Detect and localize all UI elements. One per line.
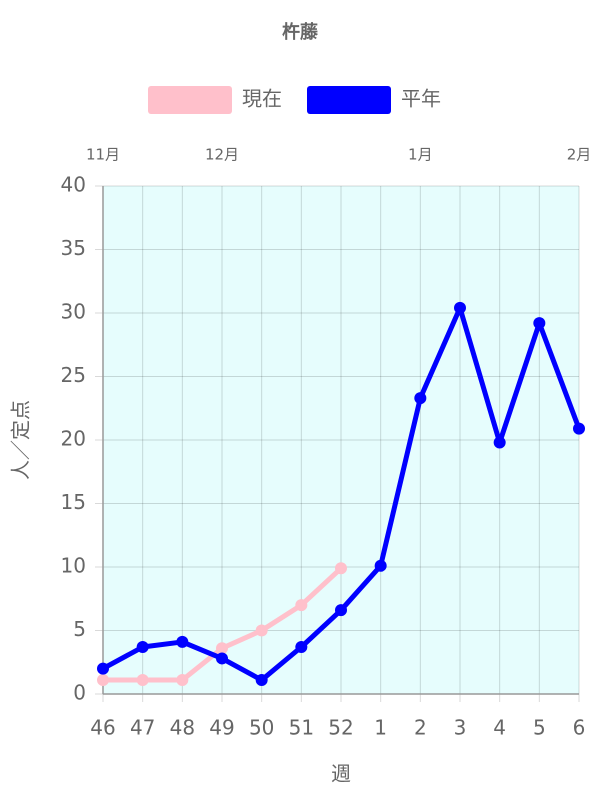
top-tick-label: 2月 bbox=[567, 146, 592, 164]
x-tick-label: 3 bbox=[454, 716, 467, 740]
x-tick-label: 1 bbox=[374, 716, 387, 740]
data-point bbox=[255, 624, 268, 637]
y-tick-label: 15 bbox=[61, 490, 86, 514]
x-tick-label: 52 bbox=[328, 716, 353, 740]
data-point bbox=[176, 635, 189, 648]
x-tick-label: 47 bbox=[130, 716, 155, 740]
x-axis-label: 週 bbox=[331, 762, 351, 786]
data-point bbox=[176, 674, 189, 687]
x-tick-label: 2 bbox=[414, 716, 427, 740]
data-point bbox=[493, 436, 506, 449]
data-point bbox=[335, 562, 347, 575]
x-tick-label: 5 bbox=[533, 716, 546, 740]
x-tick-label: 48 bbox=[170, 716, 195, 740]
x-tick-label: 50 bbox=[249, 716, 274, 740]
legend-swatch bbox=[148, 86, 232, 114]
x-tick-label: 46 bbox=[90, 716, 115, 740]
top-tick-label: 12月 bbox=[205, 146, 239, 164]
top-tick-label: 11月 bbox=[86, 146, 120, 164]
y-tick-label: 30 bbox=[61, 300, 86, 324]
y-tick-label: 35 bbox=[61, 236, 86, 260]
data-point bbox=[295, 641, 308, 654]
x-tick-label: 49 bbox=[209, 716, 234, 740]
top-tick-label: 1月 bbox=[408, 146, 433, 164]
data-point bbox=[414, 392, 427, 405]
data-point bbox=[97, 674, 109, 687]
data-point bbox=[97, 662, 109, 675]
chart-title: 杵藤 bbox=[282, 21, 319, 43]
y-tick-label: 5 bbox=[73, 617, 86, 641]
data-point bbox=[335, 604, 347, 617]
legend-label: 現在 bbox=[242, 87, 282, 111]
data-point bbox=[216, 642, 228, 655]
y-tick-label: 40 bbox=[61, 173, 86, 197]
data-point bbox=[374, 559, 387, 572]
x-tick-label: 6 bbox=[573, 716, 586, 740]
legend-swatch bbox=[307, 86, 391, 114]
x-tick-label: 51 bbox=[289, 716, 314, 740]
y-tick-label: 20 bbox=[61, 427, 86, 451]
data-point bbox=[573, 422, 585, 435]
y-tick-label: 0 bbox=[73, 681, 86, 705]
y-tick-label: 25 bbox=[61, 363, 86, 387]
data-point bbox=[136, 641, 149, 654]
data-point bbox=[454, 301, 466, 314]
data-point bbox=[533, 317, 546, 330]
y-axis-label: 人／定点 bbox=[9, 400, 33, 480]
y-tick-label: 10 bbox=[61, 554, 86, 578]
data-point bbox=[216, 652, 228, 665]
data-point bbox=[295, 599, 308, 612]
legend-label: 平年 bbox=[401, 87, 441, 111]
data-point bbox=[255, 674, 268, 687]
x-tick-label: 4 bbox=[493, 716, 506, 740]
data-point bbox=[136, 674, 149, 687]
